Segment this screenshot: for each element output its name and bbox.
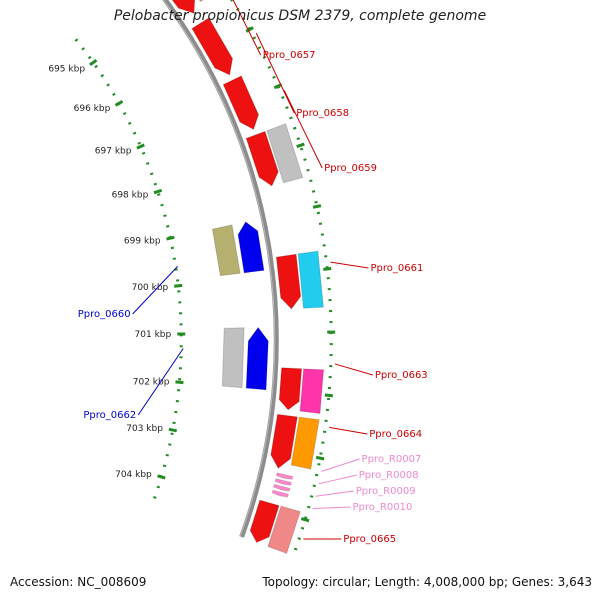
label-leader [137,348,184,416]
label-leader [255,32,295,114]
gene-label-ppro_0663[interactable]: Ppro_0663 [375,370,428,381]
gene-label-ppro_0660[interactable]: Ppro_0660 [78,309,131,320]
gene-feature[interactable] [211,224,241,277]
tick-label: 700 kbp [132,283,169,293]
rna-feature[interactable] [271,489,289,498]
label-leader [283,90,323,169]
tick-label: 696 kbp [74,104,111,114]
gene-label-ppro_0665[interactable]: Ppro_0665 [343,534,396,545]
gene-label-ppro_0664[interactable]: Ppro_0664 [369,429,422,440]
gene-feature[interactable] [168,0,217,3]
gene-label-ppro_0657[interactable]: Ppro_0657 [263,50,316,61]
gene-feature[interactable] [275,253,302,310]
gene-feature[interactable] [297,250,324,309]
gene-feature[interactable] [222,75,260,131]
gene-label-ppro_0658[interactable]: Ppro_0658 [296,108,349,119]
gene-feature[interactable] [299,368,325,415]
tick-mark [315,455,325,461]
tick-mark [296,142,305,148]
tick-mark [153,188,163,195]
label-leader [132,266,179,315]
map-footer: Accession: NC_008609 Topology: circular;… [0,572,600,594]
gene-feature[interactable] [267,505,301,554]
gene-label-ppro_r0007[interactable]: Ppro_R0007 [362,454,422,465]
label-leader [330,261,369,269]
label-leader [312,506,351,510]
label-leader [315,490,354,497]
tick-mark [312,204,322,209]
gene-feature[interactable] [290,416,320,470]
gene-labels: Ppro_0657 Ppro_0658 Ppro_0659 Ppro_0661 Ppro… [78,0,428,545]
rna-feature[interactable] [273,483,291,492]
accession-text: Accession: NC_008609 [10,575,147,589]
gene-label-ppro_r0010[interactable]: Ppro_R0010 [353,502,413,513]
tick-mark [114,100,124,107]
tick-label: 701 kbp [135,330,172,340]
scale-ticks: 695 kbp 696 kbp 697 kbp 698 kbp 699 kbp 700 k… [48,0,336,557]
tick-mark [89,58,98,67]
tick-mark [136,143,145,150]
label-leader [334,363,373,376]
gene-feature[interactable] [249,499,280,544]
label-leader [318,474,357,485]
tick-mark [166,235,175,241]
gene-feature[interactable] [237,221,265,274]
tick-label: 702 kbp [133,377,170,387]
gene-label-ppro_r0008[interactable]: Ppro_R0008 [359,470,419,481]
tick-mark [300,517,310,523]
tick-label: 703 kbp [126,424,163,434]
gene-feature[interactable] [266,123,304,184]
tick-mark [245,26,254,33]
label-leader [232,0,262,56]
gene-feature[interactable] [245,130,279,187]
label-leader [329,426,368,435]
tick-label: 699 kbp [124,236,161,246]
label-leader [321,458,360,472]
map-title: Pelobacter propionicus DSM 2379, complet… [113,8,487,24]
gene-feature[interactable] [245,326,269,391]
gene-feature[interactable] [151,0,196,14]
tick-label: 698 kbp [112,191,149,201]
backbone [162,0,279,538]
tick-mark [157,474,166,480]
tick-mark [323,266,332,271]
genome-summary-text: Topology: circular; Length: 4,008,000 bp… [262,575,592,589]
tick-mark [174,283,183,288]
features [151,0,325,554]
tick-label: 704 kbp [115,470,152,480]
gene-label-ppro_r0009[interactable]: Ppro_R0009 [356,486,416,497]
gene-feature[interactable] [278,367,303,411]
gene-label-ppro_0659[interactable]: Ppro_0659 [324,163,377,174]
backbone-line [162,0,279,538]
tick-label: 695 kbp [48,64,85,74]
backbone-highlight [162,0,276,537]
tick-mark [168,427,177,433]
gene-label-ppro_0661[interactable]: Ppro_0661 [370,263,423,274]
rna-feature[interactable] [274,478,292,486]
rna-feature[interactable] [275,472,294,480]
gene-feature[interactable] [191,17,234,76]
gene-feature[interactable] [221,327,245,389]
tick-label: 697 kbp [95,146,132,156]
gene-feature[interactable] [270,413,298,470]
gene-label-ppro_0662[interactable]: Ppro_0662 [83,410,136,421]
tick-mark [324,393,333,398]
tick-mark [175,380,184,385]
